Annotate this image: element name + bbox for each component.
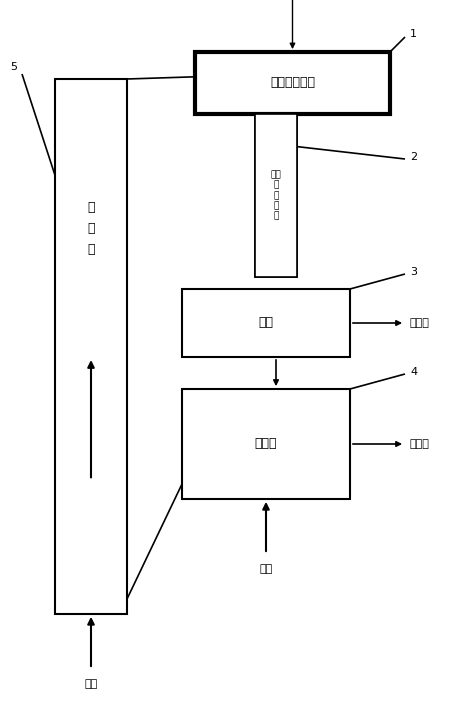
Text: 蒸气: 蒸气 bbox=[260, 564, 273, 574]
Text: 催化剂入口端: 催化剂入口端 bbox=[270, 77, 315, 89]
Text: 产品气: 产品气 bbox=[410, 318, 430, 328]
Text: 3: 3 bbox=[410, 267, 417, 277]
Text: 产品气: 产品气 bbox=[410, 439, 430, 449]
Bar bbox=[55, 79, 127, 614]
Text: 再
生
器: 再 生 器 bbox=[87, 201, 95, 256]
Text: 5: 5 bbox=[10, 62, 17, 72]
Text: 快分: 快分 bbox=[259, 316, 274, 330]
Text: 汽提器: 汽提器 bbox=[255, 437, 277, 450]
Bar bbox=[182, 389, 350, 499]
Bar bbox=[182, 289, 350, 357]
Bar bbox=[255, 114, 297, 277]
Bar bbox=[195, 52, 390, 114]
Text: 空气: 空气 bbox=[84, 679, 97, 689]
Text: 1: 1 bbox=[410, 29, 417, 39]
Text: 2: 2 bbox=[410, 152, 417, 162]
Text: 4: 4 bbox=[410, 367, 417, 377]
Text: 下行
床
反
应
器: 下行 床 反 应 器 bbox=[271, 170, 281, 220]
Bar bbox=[255, 114, 297, 277]
